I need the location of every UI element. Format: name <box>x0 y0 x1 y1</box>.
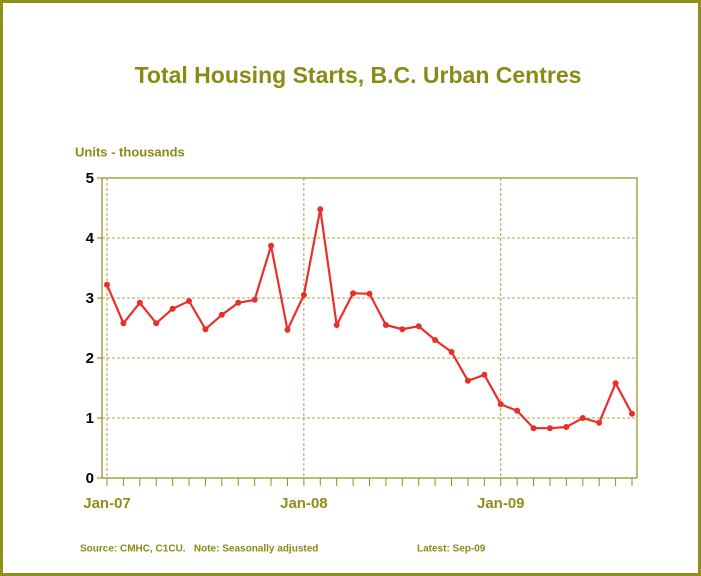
data-point <box>481 371 488 378</box>
data-point <box>186 298 193 304</box>
data-point <box>218 311 225 318</box>
y-tick-label: 0 <box>86 470 94 487</box>
data-point <box>251 296 258 303</box>
y-tick-label: 1 <box>86 410 94 427</box>
data-point <box>415 323 422 330</box>
data-point <box>382 322 389 328</box>
data-point <box>202 326 209 333</box>
data-point <box>596 419 603 426</box>
data-point <box>333 322 340 328</box>
data-point <box>448 349 455 355</box>
data-point <box>432 337 439 343</box>
y-tick-label: 3 <box>86 290 94 307</box>
y-tick-label: 5 <box>86 170 94 187</box>
data-point <box>350 290 357 297</box>
data-point <box>546 425 553 432</box>
data-point <box>366 290 373 297</box>
data-point <box>104 281 110 288</box>
data-point <box>153 320 160 327</box>
data-point <box>136 299 143 306</box>
chart-title: Total Housing Starts, B.C. Urban Centres <box>135 62 582 88</box>
y-tick-label: 2 <box>86 350 94 367</box>
data-point <box>530 425 537 432</box>
data-point <box>235 299 242 306</box>
data-point <box>169 305 176 312</box>
data-point <box>120 320 127 327</box>
x-tick-label: Jan-07 <box>83 495 131 512</box>
data-point <box>284 326 291 333</box>
data-point <box>514 407 521 414</box>
data-point <box>464 377 471 384</box>
y-axis-label: Units - thousands <box>75 144 185 159</box>
plot-border <box>101 177 638 479</box>
x-tick-label: Jan-08 <box>280 495 328 512</box>
latest-note: Latest: Sep-09 <box>417 544 486 555</box>
data-point <box>629 410 635 417</box>
data-point <box>300 292 307 298</box>
y-tick-label: 4 <box>86 230 95 247</box>
data-point <box>268 242 275 249</box>
data-point <box>497 401 504 408</box>
data-point <box>563 424 570 430</box>
data-point <box>399 326 406 333</box>
data-point <box>579 415 586 421</box>
data-point <box>612 380 619 387</box>
x-tick-label: Jan-09 <box>477 495 525 512</box>
source-note: Source: CMHC, C1CU. Note: Seasonally adj… <box>80 544 318 555</box>
data-point <box>317 206 324 213</box>
